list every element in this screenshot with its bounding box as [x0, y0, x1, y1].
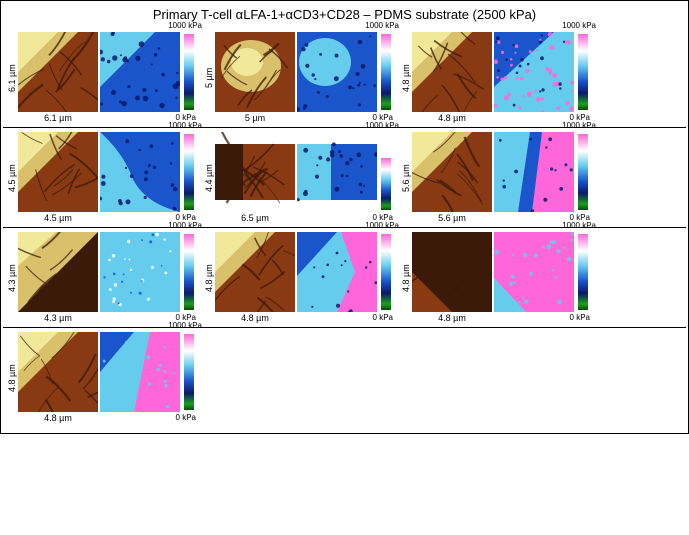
- panel-row: 4.3 µm 1000 kPa 0: [3, 228, 686, 328]
- colorbar-max-label: 1000 kPa: [168, 122, 202, 130]
- y-axis-label: 4.4 µm: [204, 138, 214, 218]
- colorbar-max-label: 1000 kPa: [562, 222, 596, 230]
- x-axis-label: 4.8 µm: [412, 113, 492, 123]
- x-axis-label: 4.8 µm: [412, 313, 492, 323]
- x-axis-label: 5 µm: [215, 113, 295, 123]
- y-axis-label: 4.8 µm: [204, 238, 214, 318]
- colorbar-min-label: 0 kPa: [373, 314, 393, 322]
- afm-panel: 4.8 µm 1000 kPa: [7, 332, 196, 423]
- afm-panel: 4.8 µm 1000 kPa: [401, 232, 590, 323]
- colorbar-max-label: 1000 kPa: [365, 222, 399, 230]
- colorbar-max-label: 1000 kPa: [365, 22, 399, 30]
- afm-panel: 6.1 µm 1000 kPa: [7, 32, 196, 123]
- y-axis-label: 4.3 µm: [7, 238, 17, 318]
- colorbar-max-label: 1000 kPa: [168, 22, 202, 30]
- x-axis-label: 4.3 µm: [18, 313, 98, 323]
- colorbar: [184, 234, 194, 310]
- afm-panel: 5.6 µm 1000 kPa: [401, 132, 590, 223]
- y-axis-label: 4.8 µm: [7, 338, 17, 418]
- panel-row: 4.8 µm 1000 kPa: [3, 328, 686, 427]
- colorbar-min-label: 0 kPa: [570, 314, 590, 322]
- colorbar: [184, 34, 194, 110]
- x-axis-label: 5.6 µm: [412, 213, 492, 223]
- colorbar: [381, 234, 391, 310]
- colorbar: [578, 234, 588, 310]
- afm-panel: 4.8 µm 1000 kPa: [204, 232, 393, 323]
- y-axis-label: 5.6 µm: [401, 138, 411, 218]
- afm-panel: 4.5 µm 1000 kPa: [7, 132, 196, 223]
- colorbar-max-label: 1000 kPa: [168, 322, 202, 330]
- colorbar-max-label: 1000 kPa: [365, 122, 399, 130]
- colorbar-max-label: 1000 kPa: [168, 222, 202, 230]
- panel-row: 6.1 µm 1000 kPa: [3, 28, 686, 128]
- afm-panel: 4.8 µm 1000 kPa: [401, 32, 590, 123]
- x-axis-label: 4.5 µm: [18, 213, 98, 223]
- colorbar: [578, 134, 588, 210]
- x-axis-label: 4.8 µm: [215, 313, 295, 323]
- figure-frame: Primary T-cell αLFA-1+αCD3+CD28 – PDMS s…: [0, 0, 689, 434]
- y-axis-label: 4.8 µm: [401, 238, 411, 318]
- y-axis-label: 4.5 µm: [7, 138, 17, 218]
- x-axis-label: 6.5 µm: [215, 213, 295, 223]
- colorbar: [381, 158, 391, 210]
- colorbar-max-label: 1000 kPa: [562, 22, 596, 30]
- colorbar: [578, 34, 588, 110]
- colorbar: [184, 334, 194, 410]
- colorbar-min-label: 0 kPa: [176, 414, 196, 422]
- y-axis-label: 4.8 µm: [401, 38, 411, 118]
- y-axis-label: 6.1 µm: [7, 38, 17, 118]
- afm-panel: 4.4 µm 1000 kPa: [204, 132, 393, 223]
- y-axis-label: 5 µm: [204, 38, 214, 118]
- afm-panel: 4.3 µm 1000 kPa 0: [7, 232, 196, 323]
- afm-panel: 5 µm 1000 kPa: [204, 32, 393, 123]
- panel-rows: 6.1 µm 1000 kPa: [3, 28, 686, 427]
- colorbar-max-label: 1000 kPa: [562, 122, 596, 130]
- colorbar: [184, 134, 194, 210]
- x-axis-label: 4.8 µm: [18, 413, 98, 423]
- x-axis-label: 6.1 µm: [18, 113, 98, 123]
- colorbar: [381, 34, 391, 110]
- panel-row: 4.5 µm 1000 kPa: [3, 128, 686, 228]
